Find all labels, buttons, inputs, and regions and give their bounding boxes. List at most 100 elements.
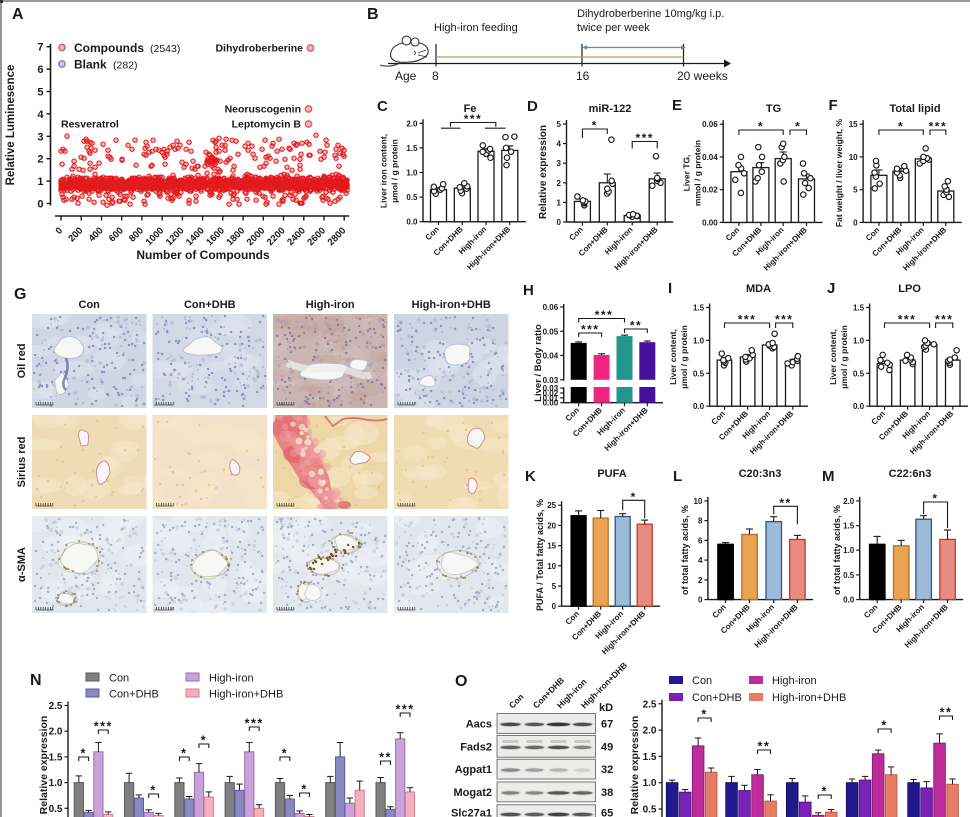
- svg-text:High-iron: High-iron: [209, 673, 254, 685]
- svg-text:Con+DHB: Con+DHB: [184, 299, 236, 311]
- svg-text:7: 7: [37, 42, 43, 54]
- svg-text:N: N: [30, 672, 42, 689]
- svg-text:Con: Con: [692, 675, 712, 687]
- svg-text:16: 16: [576, 69, 590, 83]
- svg-text:3: 3: [37, 131, 43, 143]
- svg-text:*: *: [822, 785, 828, 799]
- svg-text:B: B: [367, 6, 379, 23]
- svg-text:1: 1: [37, 176, 43, 188]
- svg-text:0.00: 0.00: [543, 399, 559, 408]
- svg-text:***: ***: [595, 308, 614, 322]
- svg-text:Relative expression: Relative expression: [629, 716, 641, 815]
- svg-text:K: K: [525, 468, 536, 485]
- svg-text:**: **: [940, 706, 953, 720]
- svg-text:Oil red: Oil red: [16, 344, 28, 379]
- svg-text:20 weeks: 20 weeks: [677, 69, 728, 83]
- svg-text:*: *: [282, 747, 288, 761]
- svg-text:D: D: [527, 98, 538, 115]
- svg-text:MDA: MDA: [746, 283, 771, 295]
- svg-text:1.0: 1.0: [643, 778, 657, 789]
- svg-text:5: 5: [853, 186, 858, 195]
- svg-text:High-iron feeding: High-iron feeding: [434, 22, 518, 34]
- svg-text:PUFA: PUFA: [597, 468, 626, 480]
- svg-text:Agpat1: Agpat1: [455, 764, 492, 776]
- svg-text:Number of Compounds: Number of Compounds: [136, 248, 270, 262]
- svg-text:E: E: [672, 97, 682, 114]
- svg-text:0.0: 0.0: [843, 596, 855, 605]
- svg-text:5: 5: [37, 87, 43, 99]
- svg-text:0.5: 0.5: [49, 804, 63, 815]
- svg-text:Leptomycin B: Leptomycin B: [232, 119, 302, 131]
- svg-text:4: 4: [37, 109, 44, 121]
- svg-text:6: 6: [37, 64, 43, 76]
- svg-text:2: 2: [557, 179, 562, 188]
- svg-text:2.0: 2.0: [843, 497, 855, 506]
- svg-text:***: ***: [775, 313, 794, 327]
- svg-text:4: 4: [698, 556, 703, 565]
- svg-text:2.5: 2.5: [643, 699, 657, 710]
- svg-text:10: 10: [547, 562, 556, 571]
- svg-text:μmol / g protein: μmol / g protein: [679, 325, 689, 389]
- svg-text:LPO: LPO: [898, 283, 921, 295]
- svg-text:8: 8: [432, 69, 439, 83]
- svg-text:High-iron+DHB: High-iron+DHB: [209, 689, 283, 701]
- svg-text:0.04: 0.04: [543, 352, 559, 361]
- svg-text:*: *: [758, 120, 764, 134]
- svg-text:Fe: Fe: [464, 103, 477, 115]
- svg-text:Liver content,: Liver content,: [828, 329, 838, 385]
- svg-text:Aacs: Aacs: [466, 719, 492, 731]
- svg-text:PUFA / Total fatty acids, %: PUFA / Total fatty acids, %: [535, 499, 545, 611]
- svg-text:μmol / g protein: μmol / g protein: [390, 139, 400, 203]
- svg-text:0.5: 0.5: [853, 369, 865, 378]
- svg-text:2.0: 2.0: [49, 727, 63, 738]
- svg-text:15: 15: [849, 120, 858, 129]
- svg-text:TG: TG: [766, 103, 781, 115]
- svg-text:O: O: [455, 673, 467, 690]
- svg-text:6: 6: [698, 536, 703, 545]
- svg-text:5: 5: [552, 582, 557, 591]
- svg-text:A: A: [12, 6, 24, 23]
- svg-text:2.0: 2.0: [643, 726, 657, 737]
- svg-text:2: 2: [698, 576, 703, 585]
- svg-text:twice per week: twice per week: [577, 22, 650, 34]
- svg-text:M: M: [822, 468, 835, 485]
- svg-text:**: **: [630, 319, 642, 333]
- svg-text:15: 15: [547, 542, 556, 551]
- svg-text:*: *: [150, 784, 156, 798]
- svg-text:2.5: 2.5: [49, 701, 63, 712]
- svg-text:Con: Con: [79, 299, 101, 311]
- svg-text:**: **: [379, 751, 392, 765]
- svg-text:**: **: [758, 740, 771, 754]
- svg-text:0.5: 0.5: [693, 369, 705, 378]
- svg-text:4: 4: [557, 140, 562, 149]
- svg-text:L: L: [673, 468, 682, 485]
- svg-text:Fat weight / liver weight, %: Fat weight / liver weight, %: [834, 118, 844, 227]
- svg-text:0.05: 0.05: [543, 327, 559, 336]
- svg-text:1: 1: [557, 198, 562, 207]
- svg-text:Compounds: Compounds: [74, 41, 144, 55]
- svg-text:1.5: 1.5: [693, 304, 705, 313]
- svg-text:Liver / Body ratio: Liver / Body ratio: [533, 324, 544, 402]
- svg-text:3: 3: [557, 159, 562, 168]
- svg-text:I: I: [668, 280, 672, 297]
- svg-text:0.03: 0.03: [543, 384, 559, 393]
- svg-text:G: G: [14, 286, 26, 303]
- svg-text:*: *: [592, 119, 598, 133]
- svg-text:***: ***: [738, 313, 757, 327]
- svg-text:***: ***: [929, 120, 948, 134]
- svg-text:2.0: 2.0: [406, 119, 418, 128]
- svg-text:0.00: 0.00: [702, 218, 718, 227]
- svg-text:32: 32: [601, 764, 613, 776]
- svg-text:0.01: 0.01: [543, 394, 559, 403]
- svg-text:1.0: 1.0: [693, 336, 705, 345]
- svg-text:Relative expression: Relative expression: [38, 716, 50, 815]
- svg-text:**: **: [779, 496, 791, 510]
- svg-text:***: ***: [464, 112, 483, 126]
- svg-text:α-SMA: α-SMA: [16, 547, 28, 582]
- svg-text:kD: kD: [599, 702, 613, 714]
- svg-text:Sirius red: Sirius red: [16, 437, 28, 488]
- svg-text:Total lipid: Total lipid: [889, 103, 940, 115]
- svg-text:*: *: [932, 492, 938, 506]
- svg-text:Relative Luminesence: Relative Luminesence: [5, 65, 17, 186]
- svg-text:Con+DHB: Con+DHB: [692, 692, 742, 704]
